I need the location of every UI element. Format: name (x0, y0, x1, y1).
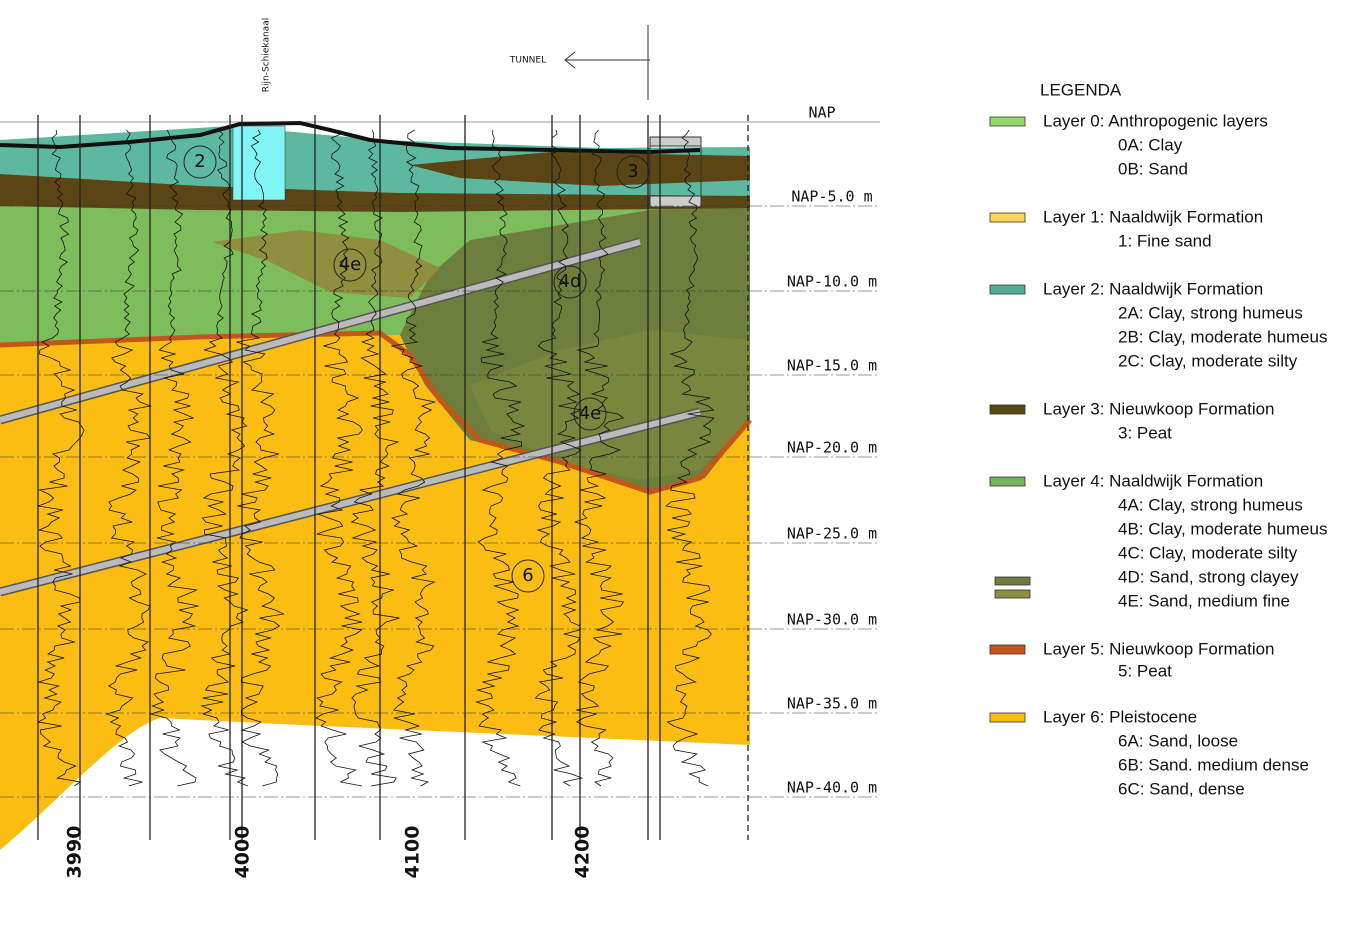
legend-item: Layer 2: Naaldwijk Formation (1043, 279, 1263, 298)
zone-label: 2 (194, 151, 205, 172)
legend-item: Layer 0: Anthropogenic layers (1043, 111, 1268, 130)
depth-label: NAP-20.0 m (787, 439, 877, 457)
tunnel-upper-fill (0, 239, 641, 423)
zone-label: 4e (579, 403, 602, 424)
legend-item: Layer 4: Naaldwijk Formation (1043, 471, 1263, 490)
legend-item: Layer 5: Nieuwkoop Formation (1043, 639, 1275, 658)
cpt-log (534, 129, 584, 787)
cpt-log (149, 129, 199, 787)
geology-section (0, 120, 752, 850)
cpt-log (105, 129, 152, 787)
tunnel-label: TUNNEL (509, 56, 546, 66)
legend-title: LEGENDA (1040, 80, 1122, 99)
legend-swatch (989, 404, 1026, 415)
legend-subitem: 0B: Sand (1118, 159, 1188, 178)
legend-subitem: 6B: Sand. medium dense (1118, 755, 1309, 774)
zone-circle (573, 397, 607, 431)
layer-4e-upper (212, 230, 440, 298)
canal-fill (232, 125, 286, 201)
legend-item: Layer 6: Pleistocene (1043, 707, 1197, 726)
zone-circle (553, 265, 587, 299)
legend-subitem: 4A: Clay, strong humeus (1118, 495, 1303, 514)
labels: NAP NAP-5.0 m NAP-10.0 m NAP-15.0 m NAP-20.0… (64, 104, 878, 879)
zone-circle (333, 248, 367, 282)
depth-label: NAP (808, 104, 835, 122)
distance-label: 4200 (572, 826, 594, 879)
cpt-log (350, 129, 400, 787)
cpt-log (573, 129, 625, 787)
legend-subitem: 3: Peat (1118, 423, 1172, 442)
zone-circle (616, 155, 650, 189)
cpt-log (665, 129, 715, 787)
depth-label: NAP-30.0 m (787, 611, 877, 629)
zone-label: 4d (559, 271, 582, 292)
layer-3 (0, 174, 750, 212)
zone-circle (183, 145, 217, 179)
cpt-log (236, 129, 285, 787)
canal-label: Rijn-Schiekanaal (262, 18, 272, 92)
cpt-log (391, 129, 437, 787)
legend-subitem: 4D: Sand, strong clayey (1118, 567, 1299, 586)
depth-label: NAP-25.0 m (787, 525, 877, 543)
legend-item: Layer 1: Naaldwijk Formation (1043, 207, 1263, 226)
legend-subitem: 6A: Sand, loose (1118, 731, 1238, 750)
tunnel-lower-fill (0, 409, 701, 595)
layer-4e-lower (470, 330, 750, 480)
cpt-log (474, 129, 526, 787)
legend-item: Layer 3: Nieuwkoop Formation (1043, 399, 1275, 418)
legend-subitem: 1: Fine sand (1118, 231, 1212, 250)
legend-subitem: 4E: Sand, medium fine (1118, 591, 1290, 610)
distance-label: 4100 (402, 826, 424, 879)
cpt-log (36, 129, 85, 787)
arrow-head (564, 51, 576, 69)
depth-label: NAP-40.0 m (787, 779, 877, 797)
grid (0, 115, 880, 840)
zone-label: 6 (522, 565, 533, 586)
cpt-log (200, 129, 249, 787)
legend-subitem: 4C: Clay, moderate silty (1118, 543, 1298, 562)
legend-subitem: 2B: Clay, moderate humeus (1118, 327, 1327, 346)
zone-circle (511, 559, 545, 593)
cpt-log (315, 129, 363, 787)
legend-subitem: 0A: Clay (1118, 135, 1183, 154)
legend-swatch (994, 576, 1031, 586)
legend-subitem: 6C: Sand, dense (1118, 779, 1245, 798)
tunnel-shaft-top (649, 136, 702, 147)
cpt-logs (36, 129, 715, 787)
depth-label: NAP-10.0 m (787, 273, 877, 291)
legend: LEGENDA Layer 0: Anthropogenic layers 0A: … (989, 80, 1327, 798)
legend-swatch (989, 116, 1026, 127)
legend-subitem: 5: Peat (1118, 661, 1172, 680)
legend-swatch (989, 476, 1026, 487)
distance-label: 3990 (64, 826, 86, 879)
zone-label: 3 (627, 161, 638, 182)
legend-subitem: 2C: Clay, moderate silty (1118, 351, 1298, 370)
depth-label: NAP-5.0 m (791, 188, 872, 206)
tunnel-shaft-bottom (649, 195, 702, 208)
legend-swatch (989, 644, 1026, 655)
zone-label: 4e (339, 254, 362, 275)
legend-subitem: 4B: Clay, moderate humeus (1118, 519, 1327, 538)
depth-label: NAP-35.0 m (787, 695, 877, 713)
legend-swatch (989, 212, 1026, 223)
distance-label: 4000 (232, 826, 254, 879)
legend-swatch (989, 284, 1026, 295)
depth-label: NAP-15.0 m (787, 357, 877, 375)
legend-subitem: 2A: Clay, strong humeus (1118, 303, 1303, 322)
legend-swatch (994, 589, 1031, 599)
legend-swatch (989, 712, 1026, 723)
